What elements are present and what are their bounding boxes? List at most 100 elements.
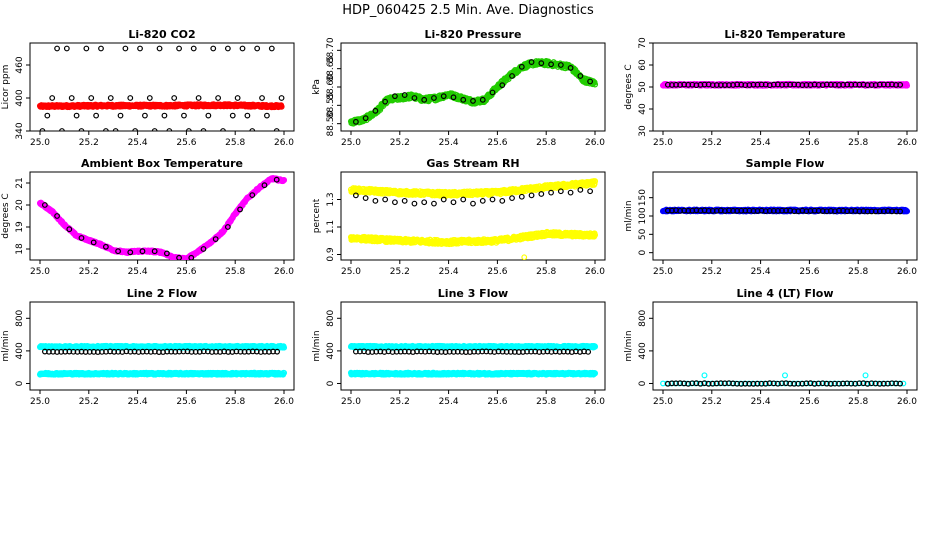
data-point (78, 235, 85, 241)
plot-frame (340, 171, 606, 261)
data-point (352, 192, 359, 199)
y-tick-label: 800 (15, 309, 25, 326)
data-point (557, 62, 564, 68)
data-point (372, 107, 379, 114)
x-tick-label: 26.0 (897, 267, 917, 277)
x-tick-label: 26.0 (274, 397, 294, 407)
x-tick-label: 25.8 (536, 138, 556, 148)
data-point (489, 196, 496, 203)
data-point (411, 95, 418, 101)
data-point (54, 45, 60, 52)
x-tick-label: 25.4 (128, 397, 148, 407)
y-axis-label: percent (312, 198, 322, 233)
y-tick-label: 70 (638, 37, 648, 49)
figure-title: HDP_060425 2.5 Min. Ave. Diagnostics (342, 3, 594, 18)
x-tick-label: 25.2 (79, 397, 99, 407)
data-point (411, 200, 418, 207)
data-point (212, 236, 219, 243)
data-point (518, 63, 525, 70)
data-point (521, 254, 528, 260)
data-point (117, 112, 124, 119)
series-box-sparse (41, 176, 280, 260)
x-tick-label: 25.0 (30, 267, 50, 277)
data-point (280, 177, 288, 184)
data-point (137, 45, 143, 52)
data-point (372, 197, 379, 204)
series-pressure-dense (347, 58, 599, 127)
data-point (440, 93, 447, 100)
x-tick-label: 25.4 (439, 267, 459, 277)
data-point (479, 96, 486, 103)
data-point (224, 224, 231, 230)
x-tick-label: 26.0 (274, 138, 294, 148)
data-point (66, 226, 73, 233)
data-point (151, 248, 158, 255)
data-point (392, 199, 398, 206)
y-tick-label: 88.55 (326, 92, 336, 118)
data-point (205, 112, 212, 119)
data-point (83, 45, 90, 52)
data-point (115, 248, 121, 255)
plot-area (659, 206, 911, 215)
data-point (440, 196, 447, 203)
data-point (171, 95, 178, 101)
panel-title: Li-820 Pressure (425, 28, 522, 41)
x-tick-label: 25.6 (487, 138, 507, 148)
y-tick-label: 19 (15, 221, 25, 233)
data-point (244, 112, 251, 119)
x-tick-label: 25.2 (390, 267, 410, 277)
x-tick-label: 26.0 (585, 267, 605, 277)
data-point (156, 45, 163, 52)
data-point (903, 82, 911, 89)
data-point (382, 98, 389, 105)
x-tick-label: 25.6 (799, 267, 819, 277)
data-point (68, 95, 75, 101)
y-axis-label: ml/min (624, 200, 634, 231)
y-axis-label: Licor ppm (1, 65, 11, 110)
data-point (102, 243, 109, 250)
data-point (278, 95, 285, 101)
y-axis-label: degrees C (624, 64, 634, 109)
data-point (181, 112, 187, 119)
data-point (897, 208, 904, 215)
x-tick-label: 25.6 (176, 267, 196, 277)
y-tick-label: 1.3 (326, 192, 336, 206)
data-point (528, 59, 535, 65)
y-tick-label: 30 (638, 125, 648, 137)
data-point (587, 78, 594, 85)
x-tick-label: 25.6 (799, 138, 819, 148)
y-tick-label: 340 (15, 122, 25, 139)
data-point (450, 94, 457, 101)
data-point (362, 115, 369, 122)
plot-area (347, 178, 599, 260)
y-tick-label: 100 (638, 207, 648, 224)
y-axis-label: degrees C (1, 193, 11, 238)
data-point (185, 128, 192, 131)
panel-title: Sample Flow (746, 157, 825, 170)
data-point (78, 128, 85, 131)
data-point (509, 73, 515, 79)
data-point (249, 192, 256, 199)
x-tick-label: 25.0 (341, 138, 361, 148)
series-rh-sparse (352, 186, 594, 207)
data-point (127, 95, 134, 101)
series-line2-low (36, 369, 288, 378)
data-point (460, 196, 467, 203)
panel-title: Gas Stream RH (426, 157, 519, 170)
y-tick-label: 88.60 (326, 74, 336, 100)
y-tick-label: 0 (15, 380, 25, 386)
x-tick-label: 25.2 (79, 267, 99, 277)
data-point (190, 45, 197, 52)
x-tick-label: 25.2 (702, 138, 722, 148)
data-point (470, 98, 476, 104)
data-point (88, 95, 95, 101)
y-tick-label: 150 (638, 189, 648, 206)
data-point (63, 45, 70, 52)
data-point (54, 213, 60, 219)
data-point (90, 239, 97, 246)
x-tick-label: 25.6 (176, 138, 196, 148)
